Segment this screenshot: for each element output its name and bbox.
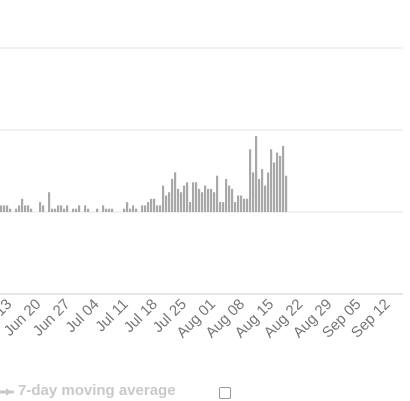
bar	[72, 208, 75, 212]
bar	[237, 195, 240, 212]
bar	[153, 198, 156, 212]
legend-label: 7-day moving average	[18, 382, 176, 399]
bar	[228, 185, 231, 212]
bar	[108, 208, 111, 212]
moving-average-line-icon	[0, 388, 14, 396]
bar	[105, 208, 108, 212]
bar	[42, 205, 45, 212]
bar	[270, 149, 273, 212]
bar	[252, 172, 255, 212]
bar	[18, 205, 21, 212]
bar	[180, 192, 183, 212]
bar	[24, 205, 27, 212]
bar	[162, 185, 165, 212]
bar	[222, 202, 225, 212]
moving-average-checkbox[interactable]	[219, 387, 231, 399]
bar	[219, 202, 222, 212]
bar	[3, 205, 6, 212]
bar	[141, 205, 144, 212]
bar	[51, 208, 54, 212]
bar	[225, 179, 228, 212]
bar	[6, 205, 9, 212]
bar	[48, 192, 51, 212]
bar	[285, 175, 288, 212]
bar	[144, 205, 147, 212]
bar	[276, 152, 279, 212]
bar	[249, 149, 252, 212]
bar	[174, 172, 177, 212]
bar	[102, 205, 105, 212]
bar	[171, 179, 174, 212]
bar	[0, 205, 3, 212]
bar	[216, 175, 219, 212]
bar	[129, 208, 132, 212]
bar	[78, 205, 81, 212]
bar	[135, 208, 138, 212]
bar	[60, 205, 63, 212]
bar	[15, 208, 18, 212]
bar	[267, 172, 270, 212]
legend: 7-day moving average	[0, 381, 410, 401]
bar	[150, 198, 153, 212]
bar	[126, 202, 129, 212]
x-tick-label: Jul 04	[62, 296, 102, 336]
bar	[57, 205, 60, 212]
bar	[186, 182, 189, 212]
bar	[207, 188, 210, 212]
bar	[240, 195, 243, 212]
bar	[213, 192, 216, 212]
bar	[189, 202, 192, 212]
bar	[246, 198, 249, 212]
bar	[21, 198, 24, 212]
bar	[192, 182, 195, 212]
bar	[177, 188, 180, 212]
bar	[111, 208, 114, 212]
bar	[234, 202, 237, 212]
bar	[210, 188, 213, 212]
bar	[204, 185, 207, 212]
bar	[63, 208, 66, 212]
bar	[231, 188, 234, 212]
bar	[279, 155, 282, 212]
bar	[273, 162, 276, 212]
bar	[54, 208, 57, 212]
bar	[9, 208, 12, 212]
bar	[39, 202, 42, 212]
bar	[255, 136, 258, 212]
bar	[84, 205, 87, 212]
bar	[264, 185, 267, 212]
bar	[156, 205, 159, 212]
bar	[282, 146, 285, 212]
bar	[123, 208, 126, 212]
bar	[168, 192, 171, 212]
bar	[132, 205, 135, 212]
bar	[261, 169, 264, 212]
bar	[183, 185, 186, 212]
bar	[201, 192, 204, 212]
bar	[30, 208, 33, 212]
bar	[195, 182, 198, 212]
bar	[87, 208, 90, 212]
bar	[243, 198, 246, 212]
bar	[165, 195, 168, 212]
bar	[258, 179, 261, 212]
bar	[75, 208, 78, 212]
bar	[96, 208, 99, 212]
bar	[27, 205, 30, 212]
bar	[66, 205, 69, 212]
bar	[147, 202, 150, 212]
bar	[159, 205, 162, 212]
bar	[198, 188, 201, 212]
